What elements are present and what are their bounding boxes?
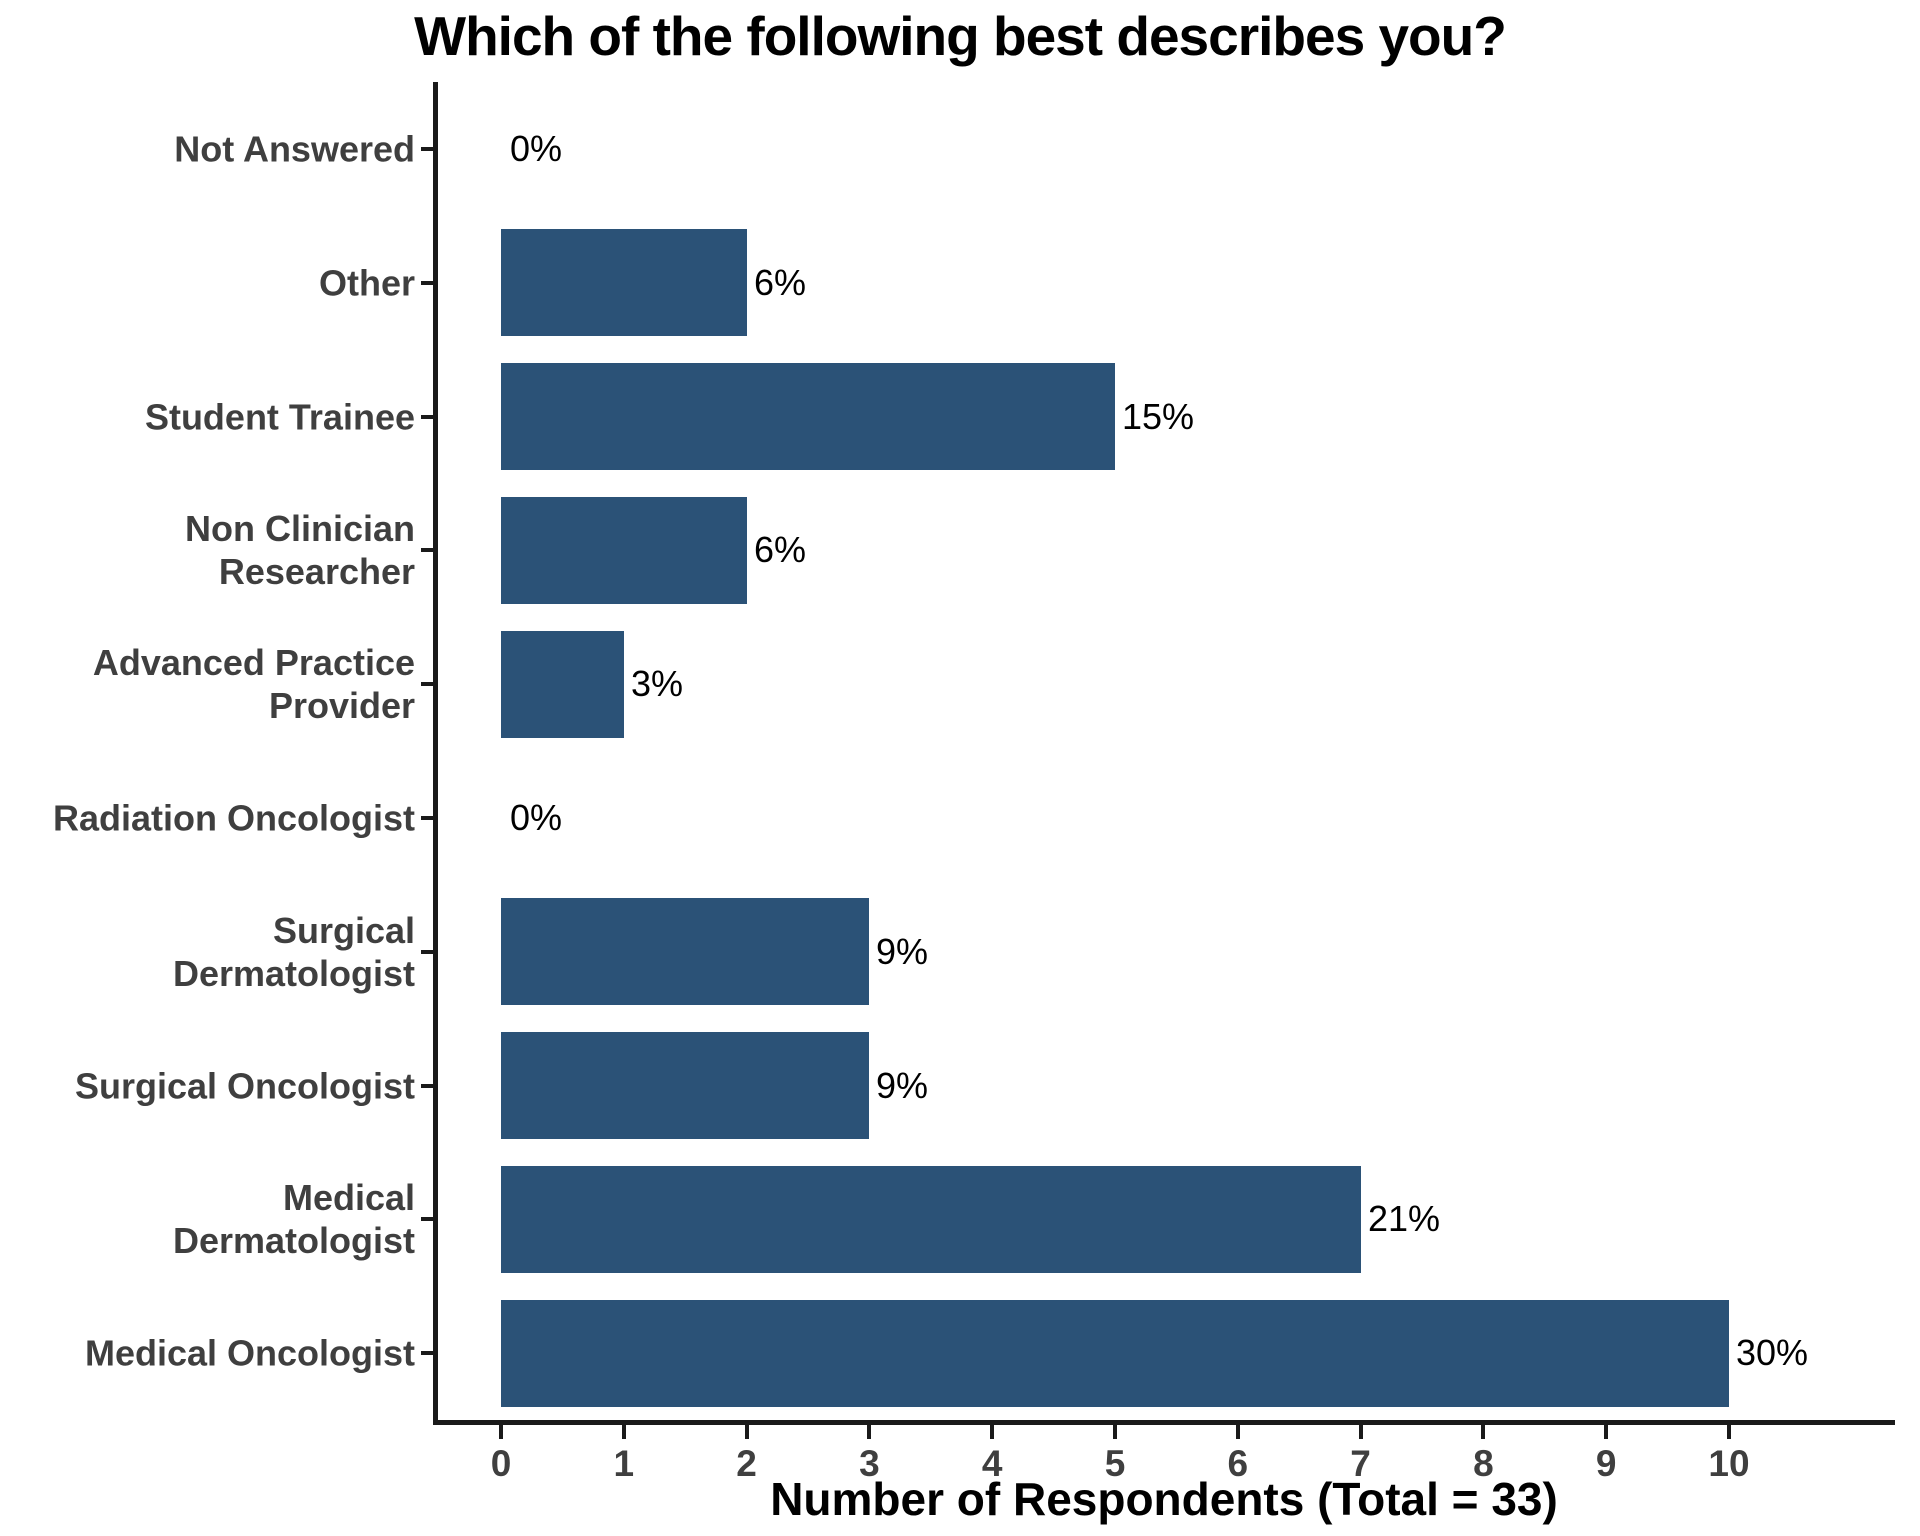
x-tick-label: 0 bbox=[490, 1443, 512, 1484]
bar bbox=[501, 363, 1115, 470]
value-label: 0% bbox=[510, 127, 563, 169]
x-tick-mark bbox=[990, 1425, 995, 1439]
value-label: 21% bbox=[1368, 1198, 1441, 1240]
value-label: 3% bbox=[631, 663, 684, 705]
x-tick-label: 9 bbox=[1595, 1443, 1617, 1484]
bar bbox=[501, 630, 624, 738]
x-axis-title: Number of Respondents (Total = 33) bbox=[770, 1473, 1558, 1525]
y-tick-mark bbox=[421, 414, 433, 419]
x-tick-mark bbox=[744, 1425, 749, 1439]
x-tick-mark bbox=[1358, 1425, 1363, 1439]
category-label: Non Clinician Researcher bbox=[184, 508, 415, 593]
x-tick-label: 6 bbox=[1227, 1443, 1249, 1484]
x-tick-mark bbox=[1235, 1425, 1240, 1439]
value-label: 6% bbox=[754, 529, 807, 571]
x-tick-label: 4 bbox=[981, 1443, 1003, 1484]
x-tick-label: 5 bbox=[1104, 1443, 1126, 1484]
plot-panel bbox=[433, 82, 1895, 1425]
x-tick-label: 1 bbox=[613, 1443, 635, 1484]
y-tick-mark bbox=[421, 815, 433, 820]
x-tick-mark bbox=[867, 1425, 872, 1439]
x-tick-mark bbox=[1727, 1425, 1731, 1439]
value-label: 15% bbox=[1122, 395, 1195, 437]
y-tick-mark bbox=[421, 1083, 433, 1088]
category-label: Radiation Oncologist bbox=[52, 797, 415, 839]
x-tick-mark bbox=[621, 1425, 626, 1439]
y-tick-mark bbox=[421, 146, 433, 151]
x-tick-label: 7 bbox=[1350, 1443, 1371, 1484]
value-label: 9% bbox=[876, 930, 929, 972]
category-label: Medical Oncologist bbox=[84, 1332, 415, 1374]
category-label: Other bbox=[318, 262, 415, 304]
bar bbox=[501, 496, 747, 604]
y-tick-mark bbox=[421, 1351, 433, 1356]
y-tick-mark bbox=[421, 280, 433, 285]
value-label: 9% bbox=[876, 1064, 929, 1106]
bar bbox=[501, 1165, 1361, 1273]
y-tick-mark bbox=[421, 548, 433, 553]
value-label: 6% bbox=[754, 261, 807, 303]
x-tick-mark bbox=[1604, 1425, 1609, 1439]
category-label: Surgical Dermatologist bbox=[172, 909, 415, 994]
x-tick-mark bbox=[499, 1425, 503, 1439]
x-tick-mark bbox=[1481, 1425, 1486, 1439]
y-tick-mark bbox=[421, 682, 433, 687]
category-label: Advanced Practice Provider bbox=[92, 641, 415, 727]
bar bbox=[501, 898, 869, 1006]
y-tick-mark bbox=[421, 1217, 433, 1222]
category-label: Student Trainee bbox=[144, 395, 415, 437]
category-label: Not Answered bbox=[174, 128, 415, 170]
bar bbox=[501, 1299, 1729, 1407]
value-label: 0% bbox=[510, 796, 563, 838]
x-tick-label: 2 bbox=[736, 1443, 757, 1484]
bar bbox=[501, 229, 747, 337]
chart-title: Which of the following best describes yo… bbox=[414, 5, 1507, 67]
category-label: Surgical Oncologist bbox=[74, 1064, 415, 1106]
category-label: Medical Dermatologist bbox=[172, 1177, 415, 1262]
value-label: 30% bbox=[1736, 1332, 1809, 1374]
x-tick-label: 3 bbox=[859, 1443, 880, 1484]
x-tick-label: 10 bbox=[1708, 1443, 1750, 1484]
x-tick-label: 8 bbox=[1473, 1443, 1494, 1484]
bar bbox=[501, 1032, 869, 1139]
x-tick-mark bbox=[1113, 1425, 1117, 1439]
y-tick-mark bbox=[421, 949, 433, 954]
